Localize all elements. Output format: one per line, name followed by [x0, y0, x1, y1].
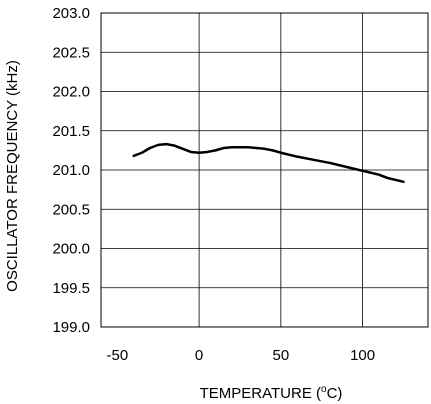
x-tick-label: -50 — [107, 347, 129, 364]
plot-area-frame — [100, 12, 429, 328]
x-axis-title: TEMPERATURE (oC) — [200, 384, 343, 402]
series-line — [132, 142, 405, 184]
x-axis-title-prefix: TEMPERATURE ( — [200, 385, 321, 402]
y-tick-label: 202.0 — [52, 84, 90, 101]
x-tick-label: 0 — [195, 347, 203, 364]
y-tick-label: 199.5 — [52, 280, 90, 297]
grid — [101, 12, 428, 328]
y-tick-label: 202.5 — [52, 44, 90, 61]
y-tick-label: 201.5 — [52, 123, 90, 140]
series-layer — [132, 142, 405, 184]
x-axis-title-superscript: o — [321, 384, 327, 395]
x-tick-label: 100 — [350, 347, 375, 364]
y-tick-label: 200.0 — [52, 241, 90, 258]
y-tick-label: 200.5 — [52, 201, 90, 218]
x-axis-tick-labels: -50050100150 — [107, 347, 376, 364]
y-tick-label: 201.0 — [52, 162, 90, 179]
x-tick-label: 50 — [273, 347, 290, 364]
y-axis-tick-labels: 199.0 199.5 200.0 200.5 201.0 201.5 202.0 202.5… — [52, 5, 90, 336]
y-tick-label: 199.0 — [52, 319, 90, 336]
y-axis-title: OSCILLATOR FREQUENCY (kHz) — [4, 60, 21, 292]
x-axis-title-suffix: C) — [327, 385, 343, 402]
y-tick-label: 203.0 — [52, 5, 90, 22]
